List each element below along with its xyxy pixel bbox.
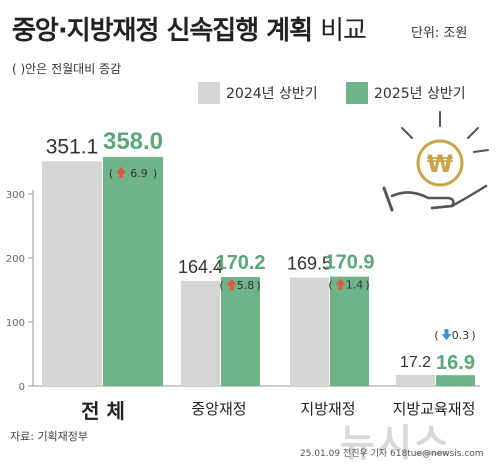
badge-close-paren: ) <box>256 279 260 292</box>
bar-2025 <box>103 156 163 386</box>
shine-ray <box>467 127 479 139</box>
badge-open-paren: ( <box>328 279 332 292</box>
legend-label-2025: 2025년 상반기 <box>374 86 466 102</box>
won-symbol: ₩ <box>427 150 454 178</box>
up-arrow-icon <box>116 166 126 178</box>
y-tick-label: 100 <box>6 318 25 329</box>
badge-open-paren: ( <box>434 329 438 342</box>
hand-fingers <box>430 184 488 210</box>
legend-item-2025: 2025년 상반기 <box>346 82 466 104</box>
value-label-2024: 17.2 <box>400 354 431 371</box>
source-label: 자료: 기획재정부 <box>10 430 89 443</box>
change-badge: (6.9) <box>109 166 157 180</box>
value-label-2025: 170.2 <box>215 252 265 274</box>
hand-holding-won-coin-icon: ₩ <box>382 111 489 212</box>
shine-ray <box>401 127 413 139</box>
credit-label: 25.01.09 전진우 기자 618tue@newsis.com <box>300 449 484 459</box>
bar-2024 <box>290 277 329 386</box>
category-label: 지방교육재정 <box>393 400 476 418</box>
value-label-2024: 169.5 <box>287 254 332 274</box>
badge-value: 1.4 <box>346 279 364 292</box>
legend-item-2024: 2024년 상반기 <box>198 82 318 104</box>
badge-value: 0.3 <box>452 329 470 342</box>
change-badge: (1.4) <box>328 278 370 292</box>
value-label-2025: 358.0 <box>103 128 163 155</box>
category-label: 중앙재정 <box>191 400 246 418</box>
change-badge: (5.8) <box>219 279 261 292</box>
badge-close-paren: ) <box>471 329 475 342</box>
coin-outline <box>416 139 464 187</box>
value-label-2025: 16.9 <box>436 352 475 374</box>
bar-2024 <box>181 280 220 386</box>
legend-swatch-2025 <box>346 82 368 104</box>
unit-label: 단위: 조원 <box>411 26 468 41</box>
badge-value: 5.8 <box>237 279 255 292</box>
badge-value: 6.9 <box>130 167 148 180</box>
legend-swatch-2024 <box>198 82 220 104</box>
hand-wrist <box>382 186 394 212</box>
bar-2024 <box>396 374 435 386</box>
change-badge: (0.3) <box>434 329 476 342</box>
y-tick-label: 300 <box>6 190 25 201</box>
change-note: ( )안은 전월대비 증감 <box>12 62 122 76</box>
value-label-2024: 164.4 <box>178 257 223 277</box>
watermark-logo: 뉴시스 <box>340 421 451 465</box>
up-arrow-icon <box>335 278 346 290</box>
bar-2025 <box>330 276 369 386</box>
bar-2024 <box>42 161 102 386</box>
down-arrow-icon <box>441 329 452 341</box>
shine-ray <box>473 149 489 153</box>
badge-close-paren: ) <box>365 279 369 292</box>
bar-2025 <box>221 277 260 386</box>
up-arrow-icon <box>226 279 237 291</box>
value-label-2024: 351.1 <box>46 135 99 158</box>
badge-close-paren: ) <box>153 167 157 180</box>
bar-2025 <box>436 375 475 386</box>
y-tick-label: 0 <box>19 382 25 393</box>
y-tick-label: 200 <box>6 254 25 265</box>
chart-title: 중앙·지방재정 신속집행 계획 비교 <box>12 16 367 46</box>
category-label: 지방재정 <box>300 400 355 418</box>
hand-outline <box>390 191 455 210</box>
legend-label-2024: 2024년 상반기 <box>226 86 318 102</box>
badge-open-paren: ( <box>109 167 113 180</box>
value-label-2025: 170.9 <box>324 252 374 274</box>
badge-open-paren: ( <box>219 279 223 292</box>
category-label: 전 체 <box>81 399 125 423</box>
